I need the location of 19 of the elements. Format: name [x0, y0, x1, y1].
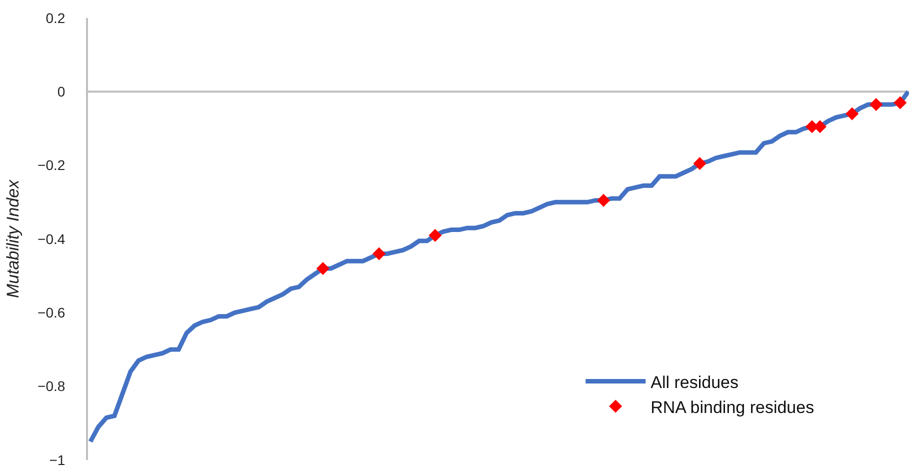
- point: [316, 262, 330, 275]
- y-tick-label: 0: [57, 84, 66, 100]
- point: [846, 107, 859, 120]
- point: [693, 156, 706, 170]
- point: [372, 247, 386, 260]
- y-tick-label: −0.6: [38, 304, 66, 321]
- point: [894, 96, 907, 110]
- line-series: [88, 89, 909, 444]
- y-tick-label: −0.4: [38, 230, 66, 247]
- y-tick-label: 0.2: [46, 10, 66, 26]
- y-tick-label: −0.8: [38, 378, 66, 394]
- legend-label: All residues: [650, 372, 738, 392]
- point: [870, 98, 883, 112]
- point: [597, 194, 610, 207]
- y-axis-title: Mutability Index: [4, 179, 23, 298]
- legend-label: RNA binding residues: [650, 398, 814, 417]
- y-tick-label: −1: [49, 452, 66, 468]
- y-tick-label: −0.2: [38, 157, 66, 174]
- point: [428, 228, 442, 242]
